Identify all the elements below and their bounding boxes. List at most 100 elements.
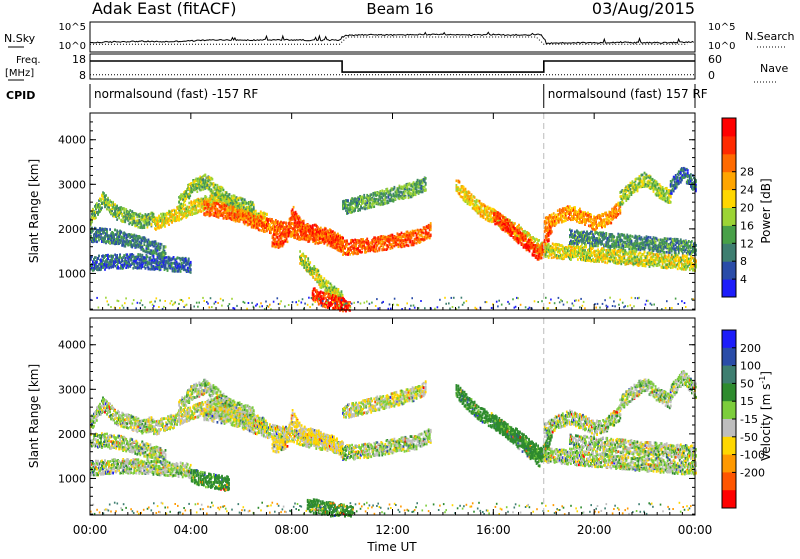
echo-cell	[373, 205, 375, 208]
echo-cell	[133, 263, 135, 266]
echo-cell	[212, 178, 214, 181]
echo-cell	[145, 267, 147, 270]
echo-cell	[229, 214, 231, 217]
echo-cell	[148, 268, 150, 271]
echo-cell	[133, 220, 135, 223]
echo-cell	[178, 214, 180, 217]
echo-cell	[167, 269, 169, 272]
echo-cell	[182, 203, 184, 206]
echo-cell	[212, 209, 214, 212]
echo-cell	[319, 237, 321, 240]
echo-cell	[164, 257, 166, 260]
echo-cell	[258, 215, 260, 218]
echo-cell	[106, 208, 108, 211]
echo-cell	[99, 204, 101, 207]
echo-cell	[211, 213, 213, 216]
echo-cell	[345, 209, 347, 212]
echo-cell	[312, 224, 314, 227]
echo-cell	[346, 239, 348, 242]
echo-cell	[109, 204, 111, 207]
echo-cell	[307, 257, 309, 260]
echo-cell	[202, 178, 204, 181]
echo-cell	[171, 209, 173, 212]
echo-cell	[190, 202, 192, 205]
echo-cell	[299, 250, 301, 253]
echo-cell	[411, 236, 413, 239]
mhz-label: [MHz]	[5, 68, 34, 79]
echo-cell	[394, 186, 396, 189]
echo-cell	[118, 236, 120, 239]
echo-cell	[118, 217, 120, 220]
echo-cell	[214, 214, 216, 217]
echo-cell	[381, 189, 383, 192]
echo-cell	[189, 195, 191, 198]
echo-cell	[385, 196, 387, 199]
echo-cell	[274, 228, 276, 231]
echo-cell	[358, 198, 360, 201]
echo-cell	[428, 232, 430, 235]
echo-cell	[375, 247, 377, 250]
echo-cell	[275, 241, 277, 244]
echo-cell	[363, 242, 365, 245]
echo-cell	[241, 205, 243, 208]
echo-cell	[350, 242, 352, 245]
echo-cell	[139, 213, 141, 216]
echo-cell	[277, 236, 279, 239]
echo-cell	[180, 270, 182, 273]
echo-cell	[218, 216, 220, 219]
echo-cell	[425, 229, 427, 232]
echo-cell	[413, 234, 415, 237]
echo-cell	[362, 238, 364, 241]
noise-left-tick-top: 10^5	[59, 22, 86, 33]
echo-cell	[354, 209, 356, 212]
echo-cell	[147, 256, 149, 259]
echo-cell	[143, 243, 145, 246]
echo-cell	[362, 202, 364, 205]
echo-cell	[243, 209, 245, 212]
echo-cell	[112, 256, 114, 259]
echo-band-f	[203, 201, 343, 253]
echo-cell	[137, 256, 139, 259]
echo-cell	[407, 188, 409, 191]
echo-cell	[352, 244, 354, 247]
nsky-label: N.Sky	[4, 32, 36, 45]
echo-cell	[158, 242, 160, 245]
echo-cell	[300, 219, 302, 222]
echo-cell	[198, 205, 200, 208]
echo-cell	[392, 234, 394, 237]
echo-cell	[181, 210, 183, 213]
echo-cell	[423, 232, 425, 235]
echo-cell	[118, 259, 120, 262]
echo-cell	[188, 258, 190, 261]
echo-cell	[160, 213, 162, 216]
echo-cell	[339, 240, 341, 243]
echo-cell	[263, 217, 265, 220]
echo-cell	[200, 189, 202, 192]
echo-cell	[148, 247, 150, 250]
echo-cell	[136, 262, 138, 265]
echo-cell	[104, 237, 106, 240]
echo-cell	[287, 241, 289, 244]
nave-tick-bottom: 0	[708, 69, 715, 82]
echo-cell	[152, 259, 154, 262]
echo-cell	[384, 201, 386, 204]
echo-cell	[202, 188, 204, 191]
echo-cell	[237, 211, 239, 214]
echo-cell	[275, 238, 277, 241]
echo-cell	[95, 217, 97, 220]
echo-cell	[133, 217, 135, 220]
echo-cell	[398, 246, 400, 249]
echo-cell	[298, 235, 300, 238]
echo-cell	[204, 174, 206, 177]
echo-cell	[197, 180, 199, 183]
echo-cell	[190, 271, 192, 274]
nave-label: Nave	[760, 62, 788, 75]
echo-cell	[377, 199, 379, 202]
echo-cell	[286, 238, 288, 241]
echo-cell	[114, 265, 116, 268]
echo-cell	[313, 273, 315, 276]
echo-cell	[393, 200, 395, 203]
echo-cell	[349, 253, 351, 256]
echo-cell	[124, 257, 126, 260]
